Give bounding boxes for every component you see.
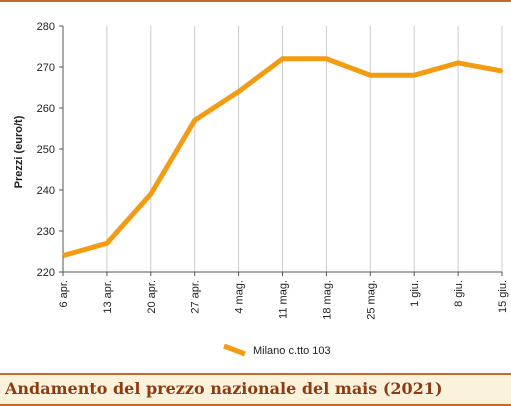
price-line-chart: 220 230 240 250 260 270 280 6 apr. 13 apr. 20 ap…	[13, 21, 509, 357]
data-point	[500, 69, 504, 73]
y-tick-label: 230	[37, 226, 55, 238]
x-tick-label: 27 apr.	[190, 280, 202, 314]
chart-caption: Andamento del prezzo nazionale del mais …	[5, 379, 443, 398]
y-tick-label: 240	[37, 185, 55, 197]
y-tick-label: 280	[37, 21, 55, 33]
data-point	[105, 242, 109, 245]
x-tick-label: 8 giu.	[453, 280, 465, 307]
y-axis-title: Prezzi (euro/t)	[13, 115, 25, 188]
series-layer	[61, 56, 504, 259]
y-tick-label: 250	[37, 144, 55, 156]
data-point	[281, 57, 284, 60]
y-tick-label: 260	[37, 103, 55, 115]
x-tick-labels: 6 apr. 13 apr. 20 apr. 27 apr. 4 mag. 11 mag.…	[58, 280, 509, 320]
x-tick-label: 11 mag.	[278, 280, 290, 319]
y-tick-label: 270	[37, 62, 55, 74]
x-tick-label: 4 mag.	[234, 280, 246, 314]
data-point	[237, 90, 240, 93]
data-point	[149, 192, 152, 196]
chart-area: 220 230 240 250 260 270 280 6 apr. 13 apr. 20 ap…	[0, 2, 511, 372]
y-tick-label: 220	[37, 267, 55, 279]
x-tick-label: 18 mag.	[321, 280, 333, 320]
x-tick-label: 13 apr.	[102, 280, 114, 314]
data-point	[413, 74, 416, 77]
legend-label: Milano c.tto 103	[253, 345, 331, 357]
caption-bar: Andamento del prezzo nazionale del mais …	[0, 373, 511, 404]
data-point	[193, 119, 196, 122]
top-rule	[0, 0, 511, 2]
y-tick-labels: 220 230 240 250 260 270 280	[37, 21, 55, 279]
legend-swatch	[223, 343, 246, 357]
x-tick-label: 15 giu.	[497, 280, 509, 313]
x-tick-label: 6 apr.	[58, 280, 70, 308]
legend: Milano c.tto 103	[223, 343, 331, 357]
data-point	[61, 254, 65, 257]
data-point	[369, 74, 372, 77]
data-point	[456, 61, 460, 65]
grid-lines	[106, 26, 503, 272]
axes	[59, 25, 503, 276]
x-tick-label: 25 mag.	[365, 280, 377, 320]
bottom-rule	[0, 404, 511, 406]
data-point	[325, 57, 328, 60]
x-tick-label: 1 giu.	[409, 280, 421, 307]
x-tick-label: 20 apr.	[146, 280, 158, 314]
